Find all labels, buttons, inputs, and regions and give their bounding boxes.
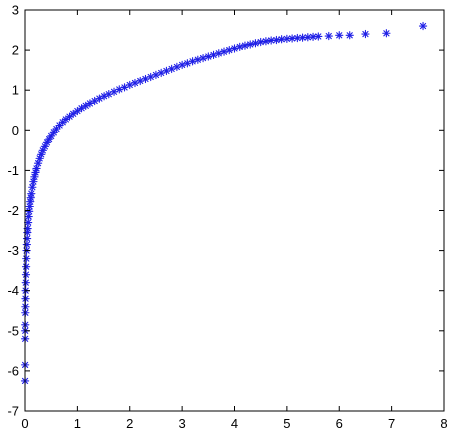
data-point bbox=[27, 189, 36, 198]
y-tick-label: -2 bbox=[7, 203, 19, 218]
x-tick-label: 3 bbox=[179, 416, 186, 431]
y-tick-label: -4 bbox=[7, 283, 19, 298]
data-point bbox=[256, 37, 265, 47]
x-tick-label: 2 bbox=[126, 416, 133, 431]
data-point bbox=[219, 47, 229, 56]
data-point bbox=[335, 31, 344, 40]
x-tick-label: 0 bbox=[21, 416, 28, 431]
data-point bbox=[22, 254, 31, 263]
data-point bbox=[177, 60, 187, 70]
data-point bbox=[21, 262, 31, 271]
x-tick-label: 7 bbox=[388, 416, 395, 431]
data-point bbox=[361, 29, 370, 39]
y-tick-label: -7 bbox=[7, 404, 19, 419]
data-point bbox=[21, 270, 31, 279]
data-point bbox=[230, 44, 239, 53]
data-point bbox=[32, 164, 41, 173]
data-point bbox=[204, 52, 213, 61]
x-tick-label: 1 bbox=[74, 416, 81, 431]
data-point bbox=[193, 55, 202, 64]
labels-layer: 0 1 2 3 4 5 6 7 8 3 2 1 0 -1 -2 -3 -4 -5 -6 -7 bbox=[7, 3, 447, 432]
y-tick-label: 0 bbox=[12, 123, 19, 138]
x-tick-label: 5 bbox=[283, 416, 290, 431]
data-point bbox=[382, 29, 391, 38]
ticks-layer bbox=[24, 9, 445, 412]
data-point bbox=[77, 104, 86, 113]
data-point bbox=[29, 177, 38, 186]
data-point bbox=[21, 294, 30, 303]
data-point bbox=[240, 41, 250, 50]
data-point bbox=[272, 35, 281, 45]
y-tick-label: -3 bbox=[7, 243, 19, 258]
data-point bbox=[21, 278, 30, 287]
data-point bbox=[25, 202, 34, 211]
markers-layer bbox=[20, 21, 428, 386]
data-point bbox=[214, 49, 223, 58]
data-point bbox=[314, 32, 323, 41]
data-point bbox=[324, 31, 333, 41]
data-point bbox=[28, 183, 37, 192]
data-point bbox=[225, 45, 234, 55]
data-point bbox=[209, 50, 218, 60]
y-tick-label: -6 bbox=[7, 363, 19, 378]
data-point bbox=[81, 101, 90, 110]
y-tick-label: -1 bbox=[7, 163, 19, 178]
data-point bbox=[73, 106, 82, 116]
data-point bbox=[251, 39, 260, 48]
y-tick-label: 3 bbox=[12, 3, 19, 18]
data-point bbox=[69, 109, 78, 119]
y-tick-label: 2 bbox=[12, 43, 19, 58]
data-point bbox=[183, 59, 192, 68]
data-point bbox=[198, 53, 208, 63]
data-point bbox=[277, 35, 286, 44]
data-point bbox=[418, 21, 428, 31]
data-point bbox=[246, 40, 255, 49]
plot-frame bbox=[24, 9, 445, 412]
data-point bbox=[85, 99, 95, 108]
y-tick-label: -5 bbox=[7, 323, 19, 338]
x-tick-label: 4 bbox=[231, 416, 238, 431]
data-point bbox=[345, 31, 354, 40]
data-point bbox=[188, 57, 197, 66]
data-point bbox=[261, 37, 271, 46]
x-tick-label: 8 bbox=[440, 416, 447, 431]
x-tick-label: 6 bbox=[336, 416, 343, 431]
data-point bbox=[109, 87, 119, 96]
y-tick-label: 1 bbox=[12, 83, 19, 98]
data-point bbox=[235, 42, 244, 52]
